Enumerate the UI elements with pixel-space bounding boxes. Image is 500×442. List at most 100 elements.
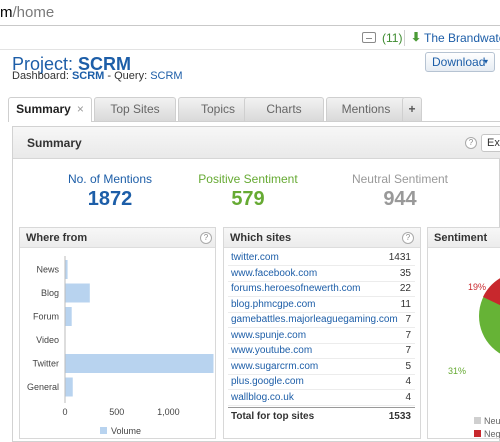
legend-swatch-neutral — [474, 417, 481, 424]
site-link[interactable]: twitter.com — [231, 252, 279, 263]
summary-header: Summary ? Exp — [13, 127, 500, 159]
site-link[interactable]: www.youtube.com — [231, 345, 313, 356]
chart-category-label: Forum — [33, 312, 59, 322]
site-count: 4 — [405, 376, 411, 387]
stat-neutral-label: Neutral Sentiment — [351, 172, 449, 186]
stat-neutral: Neutral Sentiment 944 — [330, 172, 470, 211]
tab-top-sites[interactable]: Top Sites — [94, 97, 176, 121]
where-from-title: Where from — [26, 232, 88, 244]
stat-positive-label: Positive Sentiment — [198, 172, 298, 186]
chart-bar[interactable] — [65, 307, 72, 326]
site-link[interactable]: plus.google.com — [231, 376, 304, 387]
tab-summary-label: Summary — [16, 102, 71, 116]
chart-x-tick-label: 500 — [109, 407, 124, 417]
pie-slice-negative[interactable] — [483, 272, 500, 316]
site-link[interactable]: wallblog.co.uk — [231, 391, 294, 403]
site-row: www.sugarcrm.com 5 — [228, 359, 415, 375]
site-link[interactable]: www.spunje.com — [231, 329, 307, 341]
toolbar-divider — [404, 30, 405, 46]
stat-positive: Positive Sentiment 579 — [178, 172, 318, 211]
help-icon[interactable]: ? — [402, 232, 414, 244]
site-link[interactable]: www.facebook.com — [231, 267, 318, 279]
help-icon[interactable]: ? — [200, 232, 212, 244]
project-title-prefix: Project: — [12, 54, 74, 74]
which-sites-header: Which sites ? — [224, 228, 420, 248]
which-sites-card: Which sites ? twitter.com 1431 www.faceboo… — [223, 227, 421, 439]
chart-bar[interactable] — [65, 354, 214, 373]
site-row: twitter.com 1431 — [228, 250, 415, 266]
caret-down-icon: ▾ — [483, 57, 488, 66]
dashboard-name-link[interactable]: SCRM — [71, 70, 105, 82]
dashboard-subtitle: Dashboard: SCRM - Query: SCRM — [12, 70, 183, 82]
url-path: /home — [12, 4, 55, 21]
site-count: 7 — [405, 314, 411, 325]
download-label: Download — [432, 55, 486, 69]
which-sites-title: Which sites — [230, 232, 292, 244]
summary-title: Summary — [27, 136, 82, 150]
chart-category-label: General — [27, 382, 59, 392]
sites-total-row: Total for top sites 1533 — [228, 407, 415, 425]
sentiment-card: Sentiment 19% 31% Neu Neg — [427, 227, 500, 439]
chart-category-label: Video — [36, 335, 59, 345]
tab-summary[interactable]: Summary × — [8, 97, 92, 122]
site-row: www.youtube.com 7 — [228, 343, 415, 359]
site-link[interactable]: gamebattles.majorleaguegaming.com — [231, 314, 398, 325]
stat-mentions-label: No. of Mentions — [67, 172, 153, 186]
tab-mentions[interactable]: Mentions — [326, 97, 406, 121]
export-button[interactable]: Exp — [481, 134, 500, 152]
stat-neutral-value: 944 — [383, 188, 417, 210]
site-row: blog.phmcgpe.com 11 — [228, 297, 415, 313]
address-url[interactable]: m/home — [0, 4, 54, 21]
add-tab-button[interactable]: + — [402, 97, 422, 121]
chart-bar[interactable] — [65, 260, 68, 279]
site-link[interactable]: forums.heroesofnewerth.com — [231, 283, 361, 294]
address-bar[interactable]: m/home — [0, 0, 500, 26]
site-row: plus.google.com 4 — [228, 374, 415, 390]
query-name-link[interactable]: SCRM — [150, 70, 183, 82]
sites-total-label: Total for top sites — [231, 411, 315, 422]
chart-legend-swatch — [100, 427, 107, 434]
chart-legend-label: Volume — [111, 426, 141, 436]
brand-link[interactable]: The Brandwatch — [424, 31, 500, 45]
chart-category-label: Twitter — [32, 359, 59, 369]
chart-x-tick-label: 0 — [62, 407, 67, 417]
sentiment-pie: 19% 31% Neu Neg — [448, 272, 500, 438]
site-count: 5 — [405, 360, 411, 372]
chart-bar[interactable] — [65, 283, 90, 303]
inbox-icon[interactable] — [362, 32, 376, 43]
chart-category-label: Blog — [41, 288, 59, 298]
chart-category-label: News — [36, 265, 59, 275]
sentiment-title: Sentiment — [434, 232, 488, 244]
where-from-chart: News Blog Forum Video Twitter General 0 500 1,00… — [27, 256, 214, 436]
site-count: 7 — [405, 345, 411, 356]
project-title: Project: SCRM — [12, 54, 131, 75]
sites-total-value: 1533 — [388, 411, 411, 422]
dashboard-label: Dashboard: — [12, 70, 69, 82]
tab-charts[interactable]: Charts — [244, 97, 324, 121]
site-count: 11 — [400, 298, 411, 310]
dashboard-tabs: Summary × Top Sites Topics Charts Mention… — [8, 97, 500, 122]
url-host: m — [0, 4, 13, 21]
legend-swatch-negative — [474, 430, 481, 437]
site-count: 4 — [405, 391, 411, 403]
site-count: 22 — [399, 283, 411, 294]
where-from-card: Where from ? News Blog Forum Video Twitter Ge… — [19, 227, 216, 439]
help-icon[interactable]: ? — [465, 137, 477, 149]
stat-mentions-value: 1872 — [87, 188, 133, 210]
query-label: - Query: — [107, 70, 148, 82]
site-row: www.spunje.com 7 — [228, 328, 415, 344]
download-button[interactable]: Download ▾ — [425, 52, 495, 72]
site-row: www.facebook.com 35 — [228, 266, 415, 282]
site-count: 35 — [399, 267, 411, 279]
site-link[interactable]: www.sugarcrm.com — [231, 360, 319, 372]
tab-close-icon[interactable]: × — [76, 102, 84, 116]
top-toolbar: (11) ⬇ The Brandwatch — [0, 26, 500, 50]
chart-bar[interactable] — [65, 377, 73, 397]
pie-label-positive: 31% — [448, 366, 466, 376]
site-link[interactable]: blog.phmcgpe.com — [231, 298, 316, 310]
site-row: gamebattles.majorleaguegaming.com 7 — [228, 312, 415, 328]
download-arrow-icon: ⬇ — [411, 30, 422, 44]
message-count[interactable]: (11) — [382, 31, 403, 45]
summary-panel: Summary ? Exp No. of Mentions 1872 Posit… — [12, 126, 500, 442]
legend-neutral: Neu — [484, 416, 500, 426]
